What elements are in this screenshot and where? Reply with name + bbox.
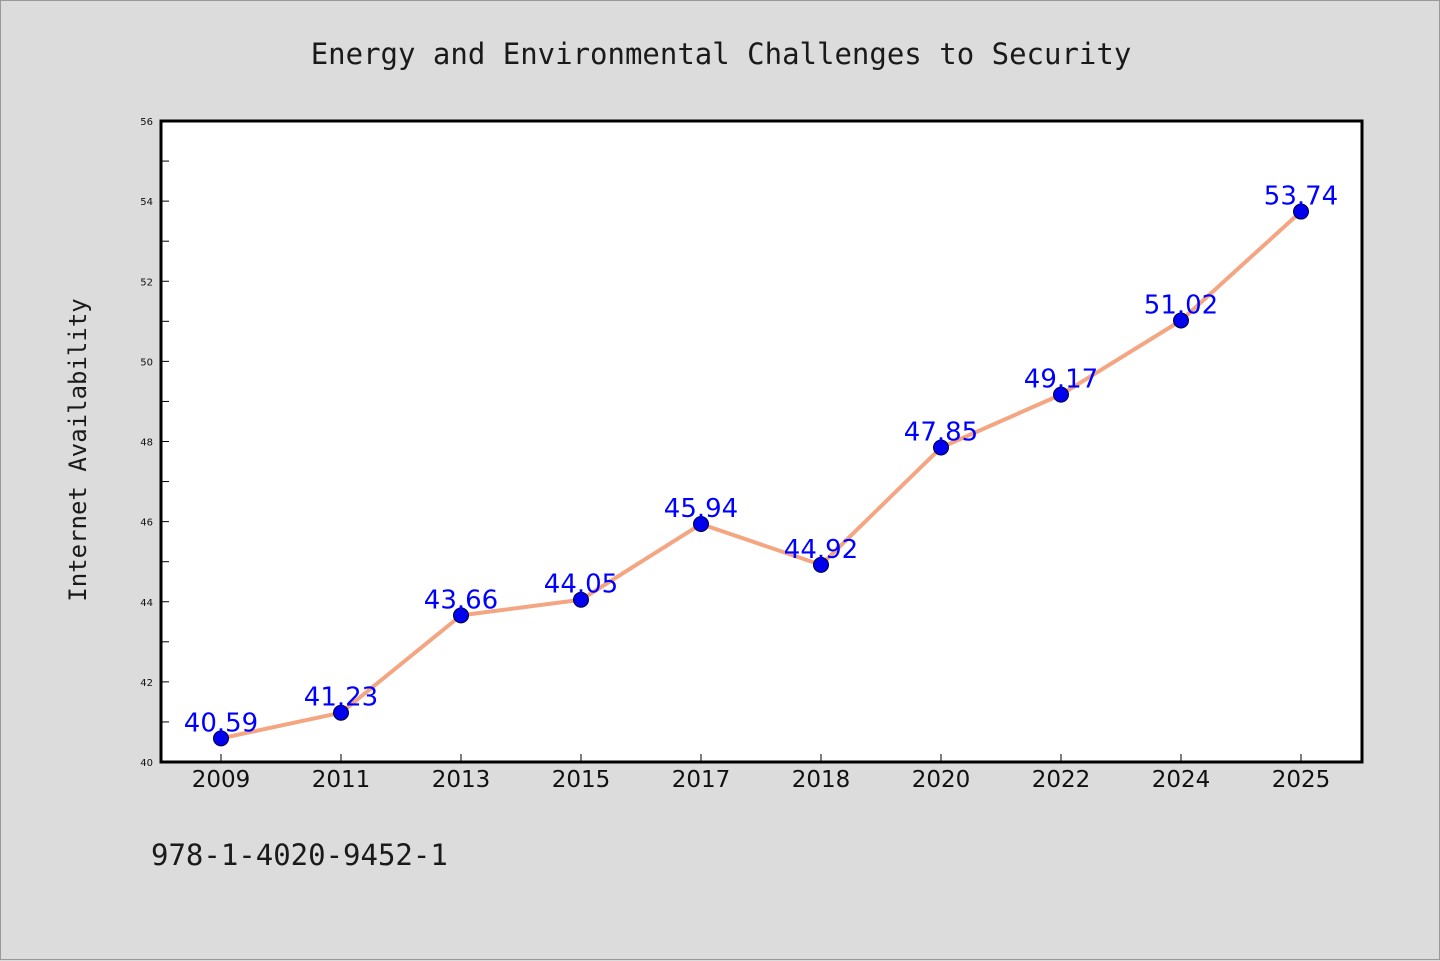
y-tick-label: 54 [140,197,153,208]
y-tick-label: 48 [140,438,153,449]
data-label: 49.17 [1024,365,1098,395]
x-tick-label: 2025 [1272,767,1331,793]
data-point [1173,312,1189,329]
x-tick-label: 2009 [192,767,251,793]
data-label: 40.59 [184,708,258,738]
y-tick-label: 52 [140,277,153,288]
data-label: 47.85 [904,418,978,448]
data-point [213,730,229,747]
x-tick-label: 2015 [552,767,611,793]
x-tick-label: 2022 [1032,767,1091,793]
y-axis-label: Internet Availability [64,298,92,601]
data-point [333,704,349,721]
x-axis-ticks: 2009 2011 2013 2015 2017 2018 2020 2022 2024 2025 [192,754,1331,793]
data-label: 44.05 [544,570,618,600]
data-point [453,607,469,624]
data-label: 53.74 [1264,182,1338,212]
data-point [1293,203,1309,220]
data-point [693,516,709,533]
y-tick-label: 44 [140,598,153,609]
data-markers [213,203,1309,747]
y-tick-label: 50 [140,357,153,368]
data-label: 41.23 [304,683,378,713]
data-point [1053,386,1069,403]
chart-title: Energy and Environmental Challenges to S… [311,37,1132,71]
y-tick-label: 42 [140,678,153,689]
plot-area [159,119,1364,764]
y-tick-label: 46 [140,518,153,529]
data-label: 51.02 [1144,291,1218,321]
data-label: 43.66 [424,585,498,615]
data-point [813,556,829,573]
data-point [573,591,589,608]
y-axis-ticks: 40 42 44 46 48 50 52 54 56 [140,117,169,769]
x-tick-label: 2018 [792,767,851,793]
data-label: 45.94 [664,494,738,524]
data-label: 44.92 [784,535,858,565]
x-tick-label: 2024 [1152,767,1211,793]
y-tick-label: 40 [140,758,153,769]
x-tick-label: 2013 [432,767,491,793]
footer-isbn: 978-1-4020-9452-1 [151,838,448,872]
data-labels: 40.59 41.23 43.66 44.05 45.94 44.92 47.85 49.17… [184,182,1338,739]
x-tick-label: 2020 [912,767,971,793]
series-line [219,209,1303,741]
y-tick-label: 56 [140,117,153,128]
x-tick-label: 2011 [312,767,371,793]
data-point [933,439,949,456]
x-tick-label: 2017 [672,767,731,793]
